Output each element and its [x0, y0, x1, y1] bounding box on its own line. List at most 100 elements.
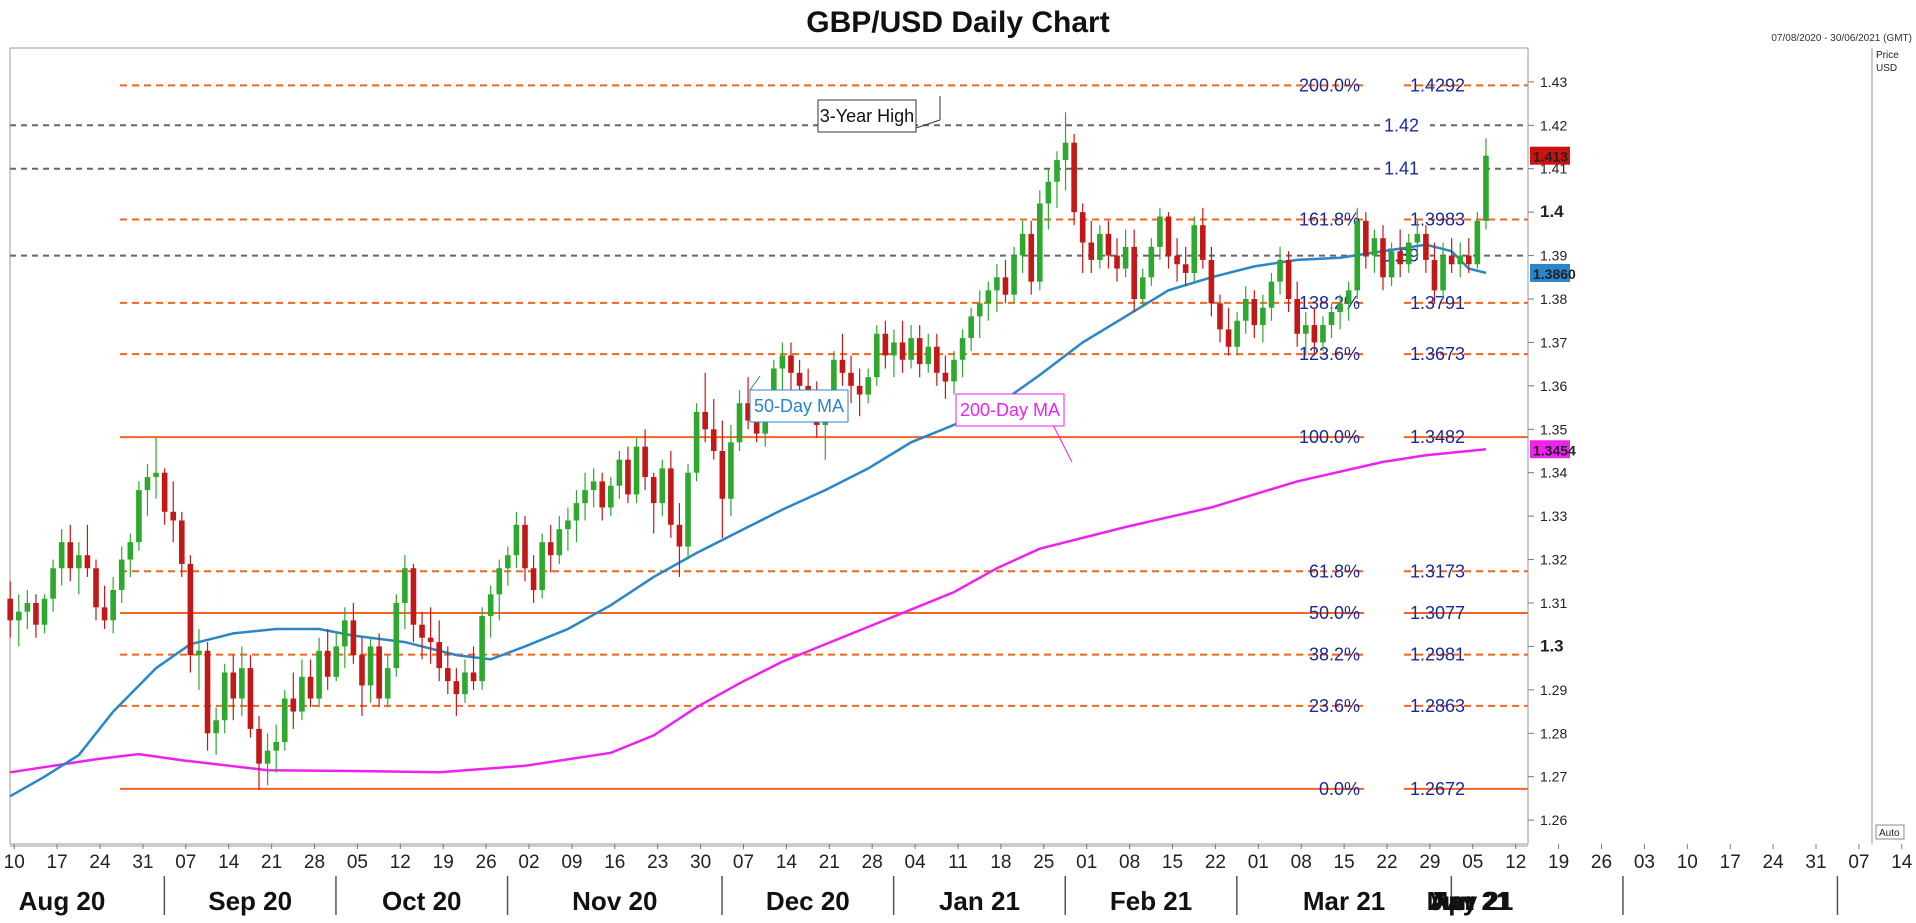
candle: [934, 333, 940, 386]
candle: [1380, 225, 1386, 291]
candle: [1011, 246, 1017, 304]
candle-body: [479, 616, 485, 682]
candle: [393, 594, 400, 677]
candle: [1302, 312, 1309, 356]
candle-body: [101, 607, 108, 621]
y-tick-label: 1.29: [1540, 682, 1567, 698]
candle-body: [916, 338, 923, 365]
candle-body: [359, 655, 365, 686]
candle-body: [462, 672, 468, 695]
candle-body: [127, 542, 134, 560]
candle-body: [951, 359, 957, 382]
fib-value-label: 1.3983: [1410, 210, 1465, 230]
candle-body: [1139, 277, 1146, 300]
candle: [290, 672, 297, 729]
candle-body: [1354, 220, 1361, 291]
fib-value-label: 1.2672: [1410, 779, 1465, 799]
candle-body: [1277, 259, 1283, 282]
candle-body: [753, 420, 760, 434]
price-tag-label: 1.3860: [1533, 266, 1576, 282]
candle: [959, 329, 966, 378]
candle-body: [582, 490, 588, 504]
candle: [1277, 246, 1283, 295]
candle-body: [650, 477, 657, 504]
candle: [1182, 246, 1189, 286]
candle: [633, 437, 640, 504]
candle-body: [1028, 233, 1035, 282]
ma50-pointer: [749, 375, 761, 391]
auto-label: Auto: [1879, 828, 1900, 839]
candle-body: [1071, 142, 1077, 213]
candle: [1397, 229, 1403, 278]
candle: [608, 477, 614, 517]
candle: [470, 646, 477, 690]
y-tick-label: 1.43: [1540, 74, 1567, 90]
y-tick-label: 1.27: [1540, 769, 1567, 785]
candle-body: [110, 589, 116, 621]
candle: [1405, 233, 1412, 273]
candle: [788, 342, 794, 395]
x-tick-label: 07: [733, 852, 754, 873]
candle: [324, 629, 331, 690]
candle: [402, 555, 408, 630]
candle-body: [942, 372, 949, 382]
candle: [367, 637, 374, 703]
candle-body: [93, 568, 99, 608]
candle-body: [710, 429, 717, 451]
candle-body: [1174, 255, 1180, 265]
candle: [342, 607, 348, 669]
candle-body: [728, 442, 734, 499]
x-tick-label: 23: [647, 852, 668, 873]
candle: [976, 290, 983, 339]
price-tag-bg: [1530, 146, 1570, 165]
y-tick-label: 1.3: [1540, 636, 1564, 655]
candle: [676, 503, 683, 577]
candle-body: [230, 672, 237, 699]
candle-body: [959, 338, 966, 360]
candle-body: [1483, 155, 1489, 221]
candle: [659, 459, 666, 517]
candle-body: [402, 568, 408, 603]
candle-body: [76, 555, 82, 569]
x-tick-label: 14: [218, 852, 240, 873]
candle: [1268, 272, 1275, 321]
x-tick-label: 11: [948, 852, 968, 873]
candle-body: [67, 542, 74, 569]
candle: [1466, 238, 1472, 273]
candle-body: [556, 529, 563, 556]
candle-body: [771, 368, 777, 408]
y-tick-label: 1.28: [1540, 725, 1567, 741]
candle-body: [1328, 312, 1335, 326]
month-label: Apr 21: [1430, 886, 1511, 916]
price-tag: 1.413: [1530, 146, 1570, 165]
candle-body: [693, 411, 700, 473]
month-label: Oct 20: [382, 886, 462, 916]
fib-percent-label: 200.0%: [1299, 75, 1360, 95]
candle: [350, 602, 357, 664]
candle-body: [1363, 220, 1369, 256]
candle-body: [50, 568, 56, 599]
candle: [839, 333, 846, 386]
candle-body: [1054, 160, 1060, 182]
candle-body: [58, 542, 65, 569]
x-tick-label: 14: [1891, 852, 1913, 873]
candle-body: [779, 355, 786, 369]
high-pointer: [915, 119, 941, 129]
candle-body: [316, 650, 322, 699]
candle: [1200, 207, 1206, 269]
candle-body: [204, 650, 211, 734]
candle-body: [1234, 320, 1240, 347]
auto-scale-badge[interactable]: Auto: [1875, 824, 1905, 840]
x-tick-label: 07: [175, 852, 196, 873]
fib-level-label: 0.0% 1.2672: [1319, 779, 1465, 799]
x-tick-label: 18: [990, 852, 1011, 873]
candlesticks: [7, 112, 1489, 790]
candle-body: [608, 485, 614, 508]
x-tick-label: 17: [1720, 852, 1741, 873]
y-tick-label: 1.32: [1540, 552, 1567, 568]
candle: [1440, 242, 1446, 300]
candle: [67, 524, 74, 582]
candle: [444, 646, 451, 695]
candle: [556, 516, 563, 564]
candle-body: [1217, 303, 1223, 330]
